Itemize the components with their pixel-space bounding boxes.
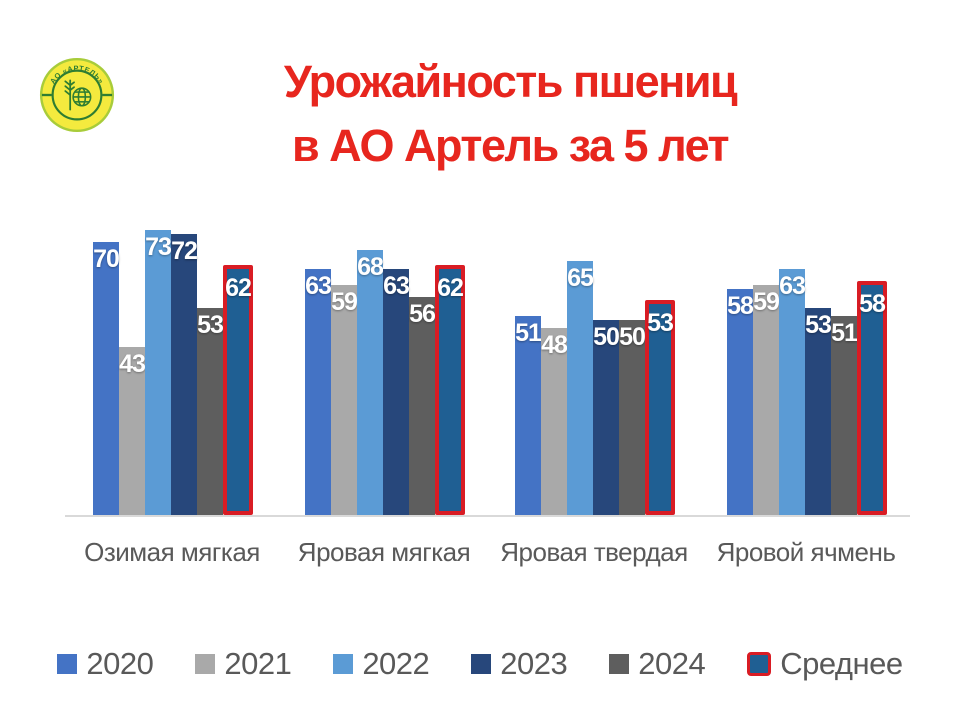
bar-2021: 48 <box>541 328 568 515</box>
bar-value-label: 63 <box>779 272 806 300</box>
bar-value-label: 63 <box>305 272 332 300</box>
bar-value-label: 48 <box>541 331 568 359</box>
bar-value-label: 58 <box>859 290 886 318</box>
bar-2024: 53 <box>197 308 224 515</box>
bar-value-label: 53 <box>647 309 674 337</box>
bar-value-label: 65 <box>567 264 594 292</box>
bar-2023: 63 <box>383 269 410 515</box>
bar-value-label: 50 <box>619 323 646 351</box>
category-label-4: Яровой ячмень <box>716 537 896 567</box>
bar-2023: 50 <box>593 320 620 515</box>
bar-2022: 65 <box>567 261 594 515</box>
bar-2022: 68 <box>357 250 384 515</box>
x-axis-line <box>65 515 910 517</box>
chart-legend: 2020 2021 2022 2023 2024 Среднее <box>0 646 960 682</box>
bar-2020: 63 <box>305 269 332 515</box>
bar-2020: 51 <box>515 316 542 515</box>
bar-2021: 59 <box>753 285 780 515</box>
bar-value-label: 73 <box>145 233 172 261</box>
bar-group-2: 63 59 68 63 56 62 <box>305 250 467 515</box>
legend-label-2020: 2020 <box>86 646 154 681</box>
bar-2021: 43 <box>119 347 146 515</box>
bar-chart-plot: 70 43 73 72 53 62 63 59 68 63 56 62 51 48 65 50 50 53 58 59… <box>65 217 910 517</box>
bar-Среднее: 62 <box>435 265 465 515</box>
category-label-1: Озимая мягкая <box>84 537 260 567</box>
company-logo-emblem: АО «АРТЕЛЬ» <box>39 57 115 133</box>
legend-label-average: Среднее <box>780 646 903 681</box>
bar-2021: 59 <box>331 285 358 515</box>
legend-item-2020: 2020 <box>57 646 154 682</box>
bar-value-label: 51 <box>831 319 858 347</box>
category-label-3: Яровая твердая <box>500 537 688 567</box>
legend-swatch-2023 <box>471 654 492 674</box>
bar-value-label: 62 <box>437 274 464 302</box>
bar-value-label: 50 <box>593 323 620 351</box>
bar-value-label: 63 <box>383 272 410 300</box>
bar-value-label: 59 <box>753 288 780 316</box>
bar-2023: 72 <box>171 234 198 515</box>
legend-label-2021: 2021 <box>224 646 292 681</box>
legend-label-2024: 2024 <box>638 646 706 681</box>
bar-Среднее: 53 <box>645 300 675 515</box>
legend-swatch-average <box>747 652 772 676</box>
legend-item-2021: 2021 <box>195 646 292 682</box>
wheat-icon <box>64 79 75 111</box>
bar-value-label: 62 <box>225 274 252 302</box>
legend-swatch-2020 <box>57 654 78 674</box>
legend-item-2023: 2023 <box>471 646 568 682</box>
bar-2024: 51 <box>831 316 858 515</box>
bar-2024: 56 <box>409 297 436 515</box>
bar-value-label: 56 <box>409 300 436 328</box>
legend-swatch-2024 <box>609 654 630 674</box>
bar-group-4: 58 59 63 53 51 58 <box>727 269 889 515</box>
bar-value-label: 59 <box>331 288 358 316</box>
globe-icon <box>72 87 92 107</box>
bar-value-label: 72 <box>171 237 198 265</box>
legend-item-2024: 2024 <box>609 646 706 682</box>
bar-value-label: 51 <box>515 319 542 347</box>
bar-Среднее: 62 <box>223 265 253 515</box>
legend-label-2023: 2023 <box>500 646 568 681</box>
page-title: Урожайность пшениц в АО Артель за 5 лет <box>60 50 960 178</box>
page-title-line1: Урожайность пшениц <box>283 56 738 107</box>
legend-swatch-2021 <box>195 654 216 674</box>
bar-2022: 73 <box>145 230 172 515</box>
bar-Среднее: 58 <box>857 281 887 515</box>
company-logo: АО «АРТЕЛЬ» <box>38 56 116 134</box>
bar-value-label: 43 <box>119 350 146 378</box>
bar-2020: 58 <box>727 289 754 515</box>
bar-value-label: 58 <box>727 292 754 320</box>
bar-group-3: 51 48 65 50 50 53 <box>515 261 677 515</box>
bar-2023: 53 <box>805 308 832 515</box>
page-title-line2: в АО Артель за 5 лет <box>291 119 730 171</box>
category-label-2: Яровая мягкая <box>297 537 471 567</box>
legend-item-2022: 2022 <box>333 646 430 682</box>
bar-2024: 50 <box>619 320 646 515</box>
bar-value-label: 68 <box>357 253 384 281</box>
bar-value-label: 53 <box>805 311 832 339</box>
legend-item-average: Среднее <box>747 646 903 682</box>
bar-2020: 70 <box>93 242 120 515</box>
legend-swatch-2022 <box>333 654 354 674</box>
bar-value-label: 53 <box>197 311 224 339</box>
bar-group-1: 70 43 73 72 53 62 <box>93 230 255 515</box>
bar-value-label: 70 <box>93 245 120 273</box>
legend-label-2022: 2022 <box>362 646 430 681</box>
bar-2022: 63 <box>779 269 806 515</box>
